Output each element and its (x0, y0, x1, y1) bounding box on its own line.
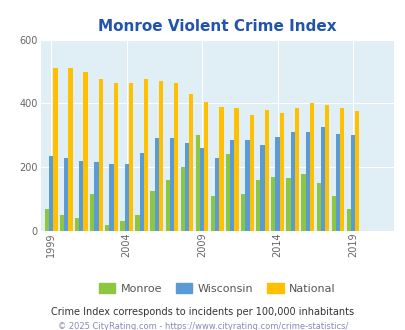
Bar (53, 68, 58, 231)
Bar (128, 83, 133, 231)
Bar (324, 105, 328, 231)
Bar (94, 162, 98, 231)
Bar (120, 221, 124, 231)
Bar (275, 137, 279, 231)
Bar (49, 156, 53, 231)
Bar (195, 135, 200, 231)
Bar (189, 94, 193, 231)
Text: Crime Index corresponds to incidents per 100,000 inhabitants: Crime Index corresponds to incidents per… (51, 307, 354, 317)
Bar (346, 209, 350, 231)
Bar (331, 196, 335, 231)
Bar (339, 108, 343, 231)
Bar (286, 179, 290, 231)
Bar (180, 167, 184, 231)
Bar (294, 108, 298, 231)
Bar (150, 191, 154, 231)
Bar (90, 194, 94, 231)
Bar (241, 194, 245, 231)
Bar (271, 177, 275, 231)
Bar (143, 80, 148, 231)
Bar (210, 196, 215, 231)
Bar (320, 127, 324, 231)
Bar (354, 112, 358, 231)
Bar (79, 161, 83, 231)
Bar (256, 180, 260, 231)
Bar (113, 83, 117, 231)
Bar (335, 134, 339, 231)
Bar (215, 158, 219, 231)
Bar (174, 83, 178, 231)
Bar (75, 218, 79, 231)
Bar (290, 132, 294, 231)
Bar (219, 107, 223, 231)
Bar (165, 180, 169, 231)
Bar (83, 72, 87, 231)
Bar (135, 215, 139, 231)
Bar (139, 153, 143, 231)
Bar (230, 140, 234, 231)
Bar (60, 215, 64, 231)
Bar (260, 145, 264, 231)
Bar (154, 139, 158, 231)
Bar (98, 80, 102, 231)
Bar (316, 183, 320, 231)
Bar (249, 115, 253, 231)
Bar (204, 102, 208, 231)
Bar (309, 103, 313, 231)
Bar (279, 113, 283, 231)
Bar (109, 164, 113, 231)
Bar (350, 135, 354, 231)
Bar (234, 108, 238, 231)
Legend: Monroe, Wisconsin, National: Monroe, Wisconsin, National (94, 279, 339, 298)
Bar (124, 164, 128, 231)
Bar (226, 154, 230, 231)
Bar (64, 158, 68, 231)
Bar (158, 81, 163, 231)
Title: Monroe Violent Crime Index: Monroe Violent Crime Index (98, 19, 336, 34)
Bar (305, 132, 309, 231)
Bar (301, 174, 305, 231)
Bar (105, 225, 109, 231)
Bar (200, 148, 204, 231)
Bar (264, 110, 268, 231)
Bar (45, 209, 49, 231)
Bar (169, 139, 174, 231)
Bar (184, 143, 189, 231)
Bar (68, 68, 72, 231)
Text: © 2025 CityRating.com - https://www.cityrating.com/crime-statistics/: © 2025 CityRating.com - https://www.city… (58, 322, 347, 330)
Bar (245, 140, 249, 231)
